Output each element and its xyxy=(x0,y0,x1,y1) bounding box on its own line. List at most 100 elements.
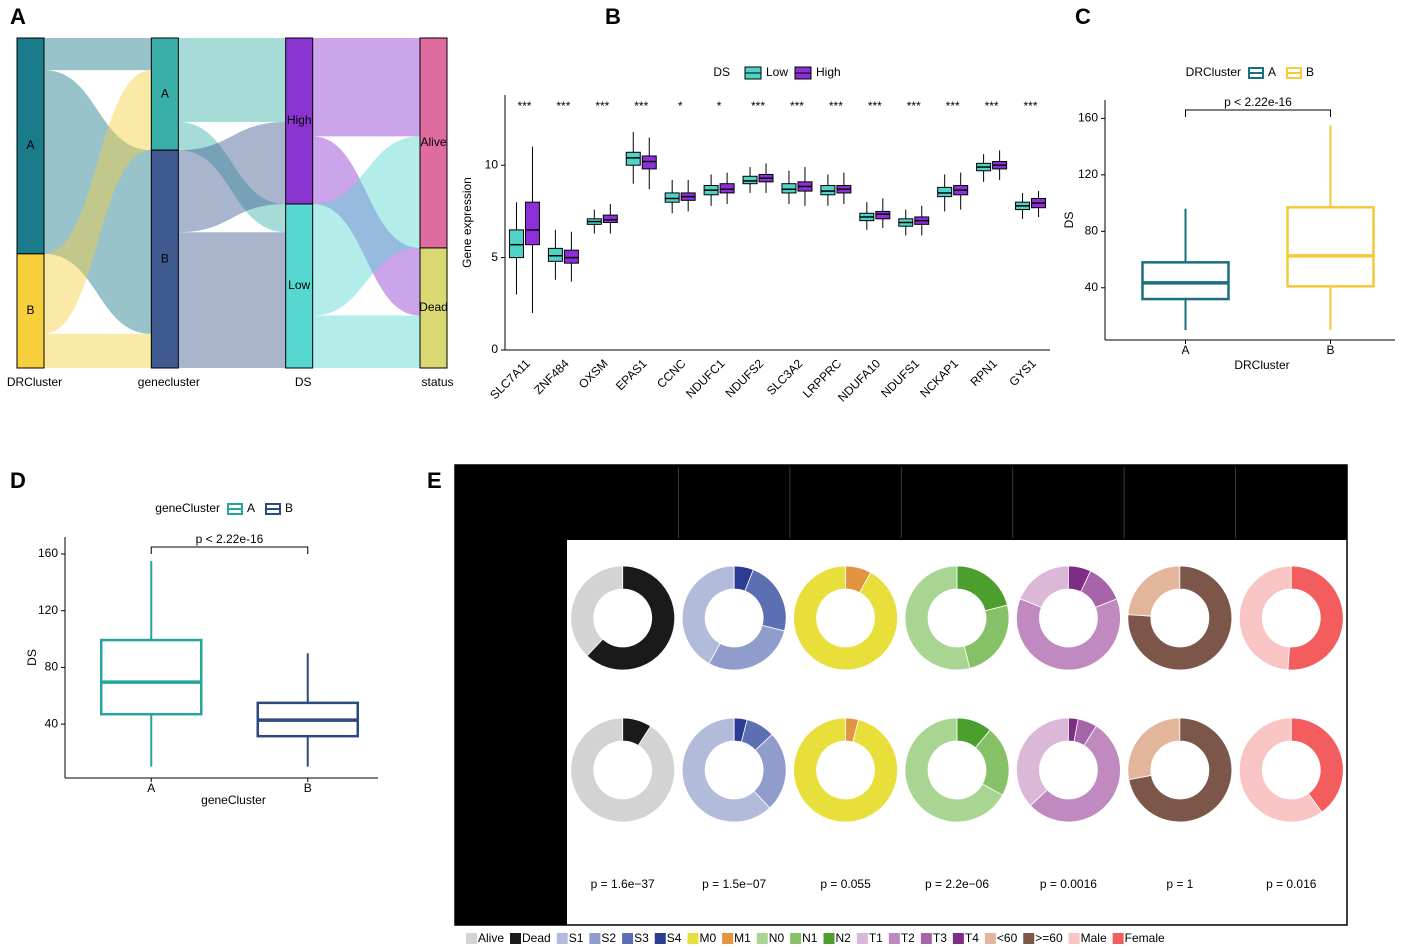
row-label: (n = 253) xyxy=(487,623,535,637)
legend-swatch xyxy=(952,933,964,944)
flow xyxy=(44,38,152,71)
x-tick-label: SLC3A2 xyxy=(764,356,806,398)
box xyxy=(641,155,657,170)
significance: *** xyxy=(556,99,570,113)
donut-segment xyxy=(956,565,1008,612)
p-value: p = 2.2e−06 xyxy=(925,877,989,891)
y-tick-label: 160 xyxy=(1078,111,1098,125)
x-tick-label: NDUFS2 xyxy=(723,356,767,400)
legend-swatch xyxy=(466,933,477,944)
donut-segment xyxy=(963,604,1010,669)
donut-segment xyxy=(1287,565,1344,671)
column-header: Sex xyxy=(1281,495,1302,509)
significance: *** xyxy=(1024,99,1038,113)
node xyxy=(285,203,314,369)
p-value: p = 1 xyxy=(1166,877,1193,891)
column-header: Age xyxy=(1169,495,1191,509)
y-tick-label: 80 xyxy=(45,660,59,674)
legend-swatch xyxy=(722,933,734,944)
y-axis-title: Gene expression xyxy=(460,177,474,268)
significance: *** xyxy=(517,99,531,113)
legend-swatch xyxy=(823,933,835,944)
x-tick-label: RPN1 xyxy=(967,356,1000,389)
node xyxy=(285,37,314,205)
box xyxy=(664,192,680,203)
column-header: Stage xyxy=(718,495,750,509)
box xyxy=(875,210,891,220)
significance: *** xyxy=(907,99,921,113)
flow xyxy=(178,38,286,122)
legend-label: T4 xyxy=(965,931,979,945)
box xyxy=(563,249,579,264)
p-annotation: p < 2.22e-16 xyxy=(196,532,264,546)
x-tick-label: ZNF484 xyxy=(531,356,572,397)
panel-label: E xyxy=(427,468,442,493)
donut-segment xyxy=(1127,717,1181,781)
box xyxy=(100,638,203,716)
column-header: Status xyxy=(606,495,640,509)
x-tick-label: OXSM xyxy=(576,356,611,391)
donut-segment xyxy=(733,717,748,743)
x-tick-label: EPAS1 xyxy=(613,356,650,393)
y-axis-title: DS xyxy=(25,649,39,666)
legend-swatch xyxy=(888,933,900,944)
node xyxy=(419,247,448,369)
bracket xyxy=(1185,109,1331,117)
y-tick-label: 5 xyxy=(491,250,498,264)
donut-segment xyxy=(744,569,787,632)
x-tick-label: NDUFC1 xyxy=(683,356,728,401)
legend-label: S1 xyxy=(569,931,584,945)
x-tick-label: GYS1 xyxy=(1006,356,1039,389)
donut-segment xyxy=(1068,565,1092,593)
flow xyxy=(44,70,152,334)
node xyxy=(16,37,45,255)
y-tick-label: 80 xyxy=(1085,223,1099,237)
significance: *** xyxy=(868,99,882,113)
box xyxy=(742,175,758,185)
p-value: p = 0.0016 xyxy=(1040,877,1097,891)
node-label: Alive xyxy=(420,135,446,149)
legend-label: Dead xyxy=(522,931,551,945)
legend-title: geneCluster xyxy=(155,501,220,515)
legend-title: DS xyxy=(713,65,730,79)
row-label: Low xyxy=(500,750,522,764)
legend-label: >=60 xyxy=(1035,931,1063,945)
box xyxy=(781,183,797,194)
p-value: p = 0.055 xyxy=(820,877,871,891)
donut-segment xyxy=(681,565,735,665)
legend-swatch xyxy=(589,933,601,944)
donut-segment xyxy=(1127,565,1181,617)
node-label: A xyxy=(26,138,34,152)
donut-segment xyxy=(1019,565,1069,608)
legend-swatch xyxy=(1023,933,1035,944)
donut-segment xyxy=(622,717,652,747)
x-tick-label: SLC7A11 xyxy=(487,356,533,402)
x-tick-label: A xyxy=(1181,343,1189,357)
flow xyxy=(312,315,420,368)
y-axis-title: DS xyxy=(1062,212,1076,229)
node xyxy=(16,253,45,369)
legend-swatch xyxy=(1068,933,1080,944)
x-tick-label: CCNC xyxy=(654,356,689,391)
panel-label: B xyxy=(605,4,621,29)
legend-label: M0 xyxy=(699,931,716,945)
donut-segment xyxy=(708,624,785,671)
node xyxy=(150,37,179,151)
donut-segment xyxy=(733,565,754,592)
donut-segment xyxy=(1016,598,1121,671)
flow xyxy=(44,70,152,334)
flow xyxy=(178,232,286,368)
donut-segment xyxy=(1029,725,1121,823)
node-label: A xyxy=(161,86,169,100)
legend-label: A xyxy=(247,501,255,515)
legend-label: Alive xyxy=(478,931,504,945)
donut-segment xyxy=(1128,717,1233,823)
legend-label: M1 xyxy=(734,931,751,945)
box xyxy=(820,185,836,196)
flow xyxy=(312,38,420,137)
legend-label: T3 xyxy=(933,931,947,945)
donut-segment xyxy=(793,717,898,823)
flow xyxy=(312,136,420,316)
p-annotation: p < 2.22e-16 xyxy=(1224,95,1292,109)
